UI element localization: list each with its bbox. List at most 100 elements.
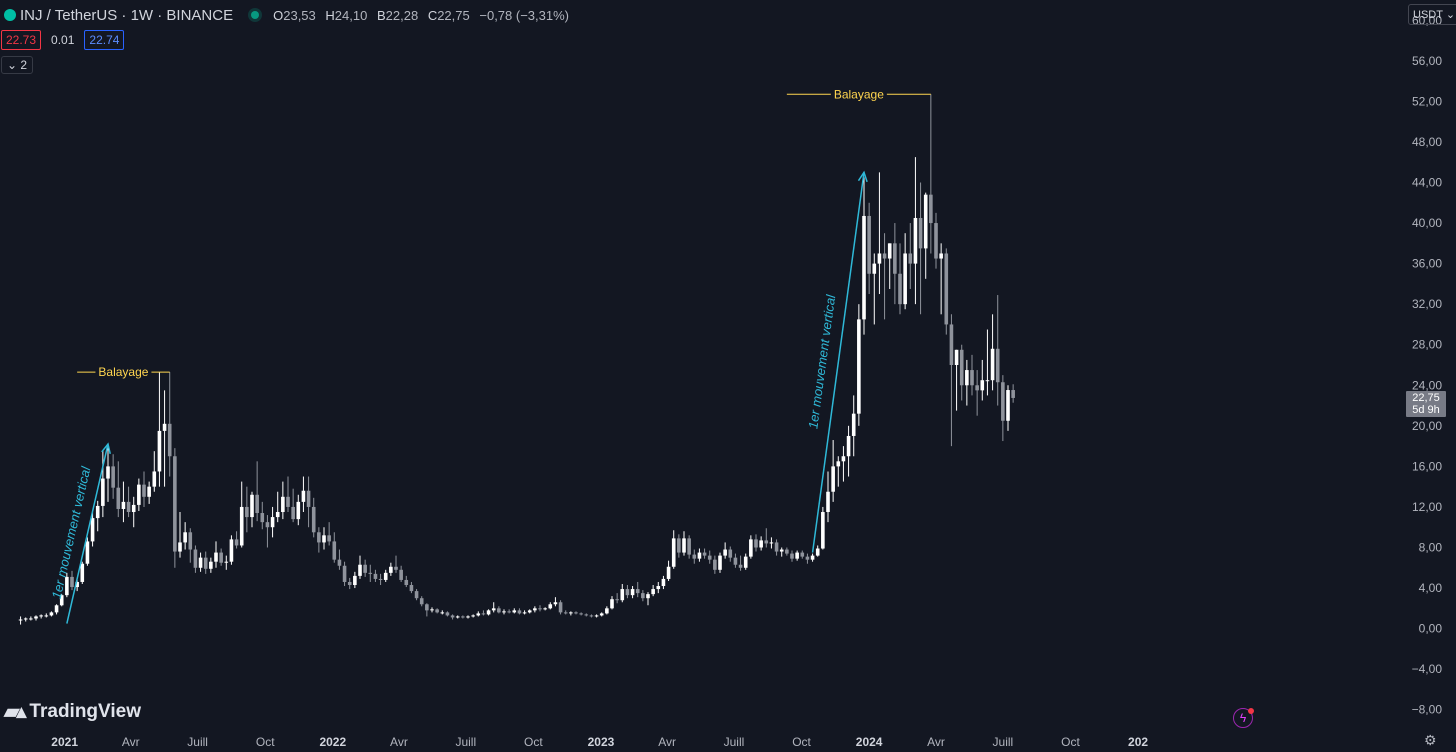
candle-body bbox=[378, 578, 383, 580]
candle bbox=[815, 545, 820, 557]
candle bbox=[327, 522, 331, 546]
candle bbox=[461, 615, 465, 619]
ask-button[interactable]: 22.74 bbox=[84, 30, 125, 50]
candle-body bbox=[502, 611, 506, 613]
candle bbox=[867, 202, 871, 295]
bid-button[interactable]: 22.73 bbox=[1, 30, 42, 50]
candle bbox=[615, 593, 619, 604]
candle bbox=[394, 555, 398, 573]
candle bbox=[311, 497, 316, 538]
candle-body bbox=[34, 616, 38, 619]
candle-body bbox=[677, 538, 681, 553]
candle bbox=[851, 395, 856, 457]
candle bbox=[749, 535, 753, 559]
candle bbox=[831, 440, 835, 502]
candle-body bbox=[980, 380, 985, 391]
lightning-icon[interactable]: ϟ bbox=[1233, 708, 1253, 728]
candle bbox=[589, 614, 594, 618]
candle-body bbox=[224, 561, 229, 563]
change-value: −0,78 (−3,31%) bbox=[479, 7, 569, 23]
candle-body bbox=[759, 540, 763, 548]
price-tick-label: 40,00 bbox=[1412, 216, 1442, 230]
candle-body bbox=[949, 324, 954, 365]
candle-body bbox=[574, 612, 578, 614]
candle-body bbox=[821, 512, 825, 549]
candle bbox=[296, 494, 301, 526]
candle bbox=[887, 243, 892, 289]
price-tick-label: 16,00 bbox=[1412, 459, 1442, 473]
arrow-line bbox=[66, 443, 109, 624]
balayage-annotation: Balayage bbox=[77, 365, 170, 379]
candle-body bbox=[533, 608, 537, 611]
candle bbox=[54, 604, 59, 615]
currency-dropdown[interactable]: USDT ⌄ bbox=[1408, 4, 1456, 25]
candle bbox=[821, 506, 825, 550]
candle bbox=[80, 561, 85, 584]
candle-body bbox=[965, 370, 969, 386]
candle bbox=[399, 565, 403, 582]
candle-body bbox=[610, 599, 614, 609]
candle-body bbox=[317, 532, 321, 543]
tradingview-logo[interactable]: ▰▴ TradingView bbox=[4, 699, 141, 724]
candle-body bbox=[527, 610, 532, 613]
candle-body bbox=[615, 599, 619, 601]
candle-body bbox=[111, 466, 115, 488]
candle bbox=[862, 177, 866, 335]
candle-body bbox=[862, 215, 866, 320]
candle bbox=[965, 359, 969, 406]
brand-name: TradingView bbox=[29, 700, 141, 722]
candle-body bbox=[599, 613, 604, 616]
candle bbox=[147, 481, 151, 504]
indicators-toggle[interactable]: ⌄ 2 bbox=[1, 56, 34, 74]
time-axis[interactable]: 2021 Avr Juill Oct 2022 Avr Juill Oct 2023 Avr Jui… bbox=[51, 735, 1148, 749]
candle-body bbox=[54, 605, 59, 613]
candle bbox=[754, 534, 758, 552]
symbol-title[interactable]: INJ / TetherUS · 1W · BINANCE bbox=[20, 6, 234, 24]
candle bbox=[49, 611, 54, 617]
indicators-count: 2 bbox=[20, 58, 28, 72]
candle bbox=[291, 488, 295, 523]
candle-body bbox=[641, 593, 645, 599]
candle bbox=[95, 500, 100, 532]
candle-body bbox=[430, 609, 434, 611]
candle bbox=[558, 600, 563, 615]
candle bbox=[584, 613, 589, 617]
candle bbox=[949, 314, 954, 447]
candle-body bbox=[656, 586, 661, 590]
candle-body bbox=[882, 253, 887, 259]
candle-body bbox=[250, 494, 254, 518]
gear-icon[interactable]: ⚙ bbox=[1424, 732, 1437, 748]
candle-body bbox=[95, 505, 100, 519]
candle-body bbox=[1006, 390, 1010, 421]
candle-body bbox=[306, 490, 311, 507]
candle bbox=[913, 157, 918, 305]
candle bbox=[245, 486, 249, 533]
candle bbox=[193, 545, 198, 573]
candle bbox=[239, 481, 244, 548]
candle-body bbox=[80, 563, 85, 582]
time-tick-label: Oct bbox=[1061, 735, 1080, 749]
price-tick-label: 52,00 bbox=[1412, 94, 1442, 108]
candle-body bbox=[75, 581, 79, 588]
candle bbox=[137, 478, 141, 511]
candle-body bbox=[39, 615, 43, 617]
candle-body bbox=[697, 552, 702, 559]
time-tick-label: 2024 bbox=[856, 735, 883, 749]
market-status-icon[interactable] bbox=[251, 11, 260, 19]
candle-body bbox=[682, 538, 686, 553]
arrowhead-icon bbox=[857, 170, 868, 183]
candle bbox=[517, 608, 522, 615]
candle bbox=[918, 182, 923, 315]
price-axis[interactable]: 60,00 56,00 52,00 48,00 44,00 40,00 36,00 32,00… bbox=[1412, 13, 1443, 716]
candle bbox=[635, 581, 640, 598]
candle bbox=[39, 614, 43, 619]
candle-body bbox=[90, 518, 95, 542]
legend-header: INJ / TetherUS · 1W · BINANCE O23,53 H24… bbox=[4, 6, 569, 24]
candle bbox=[538, 605, 542, 612]
candle bbox=[286, 476, 290, 513]
candle-body bbox=[790, 553, 794, 559]
candle-body bbox=[836, 461, 841, 467]
candle-body bbox=[594, 615, 599, 617]
candle-body bbox=[605, 608, 609, 614]
